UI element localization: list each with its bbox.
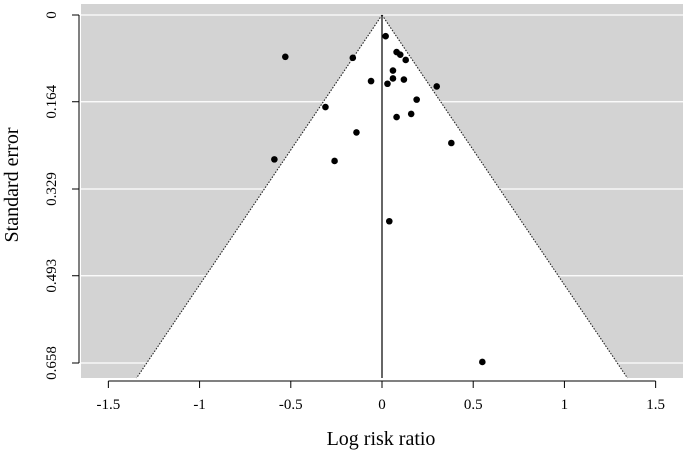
x-tick-label-6: 1.5	[646, 397, 665, 413]
study-point-19	[331, 157, 338, 165]
study-point-15	[393, 113, 400, 121]
x-tick-label-3: 0	[378, 397, 386, 413]
study-point-4	[349, 54, 357, 62]
study-point-6	[389, 67, 397, 74]
study-point-13	[322, 103, 329, 111]
study-point-18	[271, 156, 278, 163]
study-point-17	[448, 139, 455, 147]
study-point-11	[433, 83, 441, 90]
study-point-3	[402, 56, 410, 64]
y-tick-label-0: 0	[44, 11, 60, 19]
study-point-9	[389, 75, 397, 82]
study-point-8	[384, 80, 391, 88]
study-point-14	[407, 110, 415, 118]
y-tick-label-3: 0.493	[44, 259, 60, 293]
funnel-left-boundary	[136, 14, 383, 379]
study-point-5	[282, 53, 289, 61]
study-point-0	[382, 32, 389, 40]
y-tick-label-4: 0.658	[44, 346, 60, 380]
y-tick-label-2: 0.329	[44, 172, 60, 206]
x-tick-label-5: 1	[561, 397, 569, 413]
x-axis-label: Log risk ratio	[327, 428, 436, 450]
y-axis-label: Standard error	[1, 127, 23, 242]
x-tick-label-4: 0.5	[464, 397, 483, 413]
x-tick-label-1: -1	[193, 397, 206, 413]
study-point-2	[396, 51, 404, 58]
study-point-10	[400, 76, 408, 83]
funnel-right-boundary	[381, 14, 628, 379]
study-point-21	[479, 358, 486, 366]
y-tick-label-1: 0.164	[44, 84, 60, 118]
study-point-7	[367, 77, 375, 85]
study-point-12	[413, 96, 420, 103]
study-point-20	[385, 217, 393, 225]
x-tick-label-0: -1.5	[96, 397, 120, 413]
x-tick-label-2: -0.5	[279, 397, 303, 413]
study-point-16	[353, 129, 360, 136]
